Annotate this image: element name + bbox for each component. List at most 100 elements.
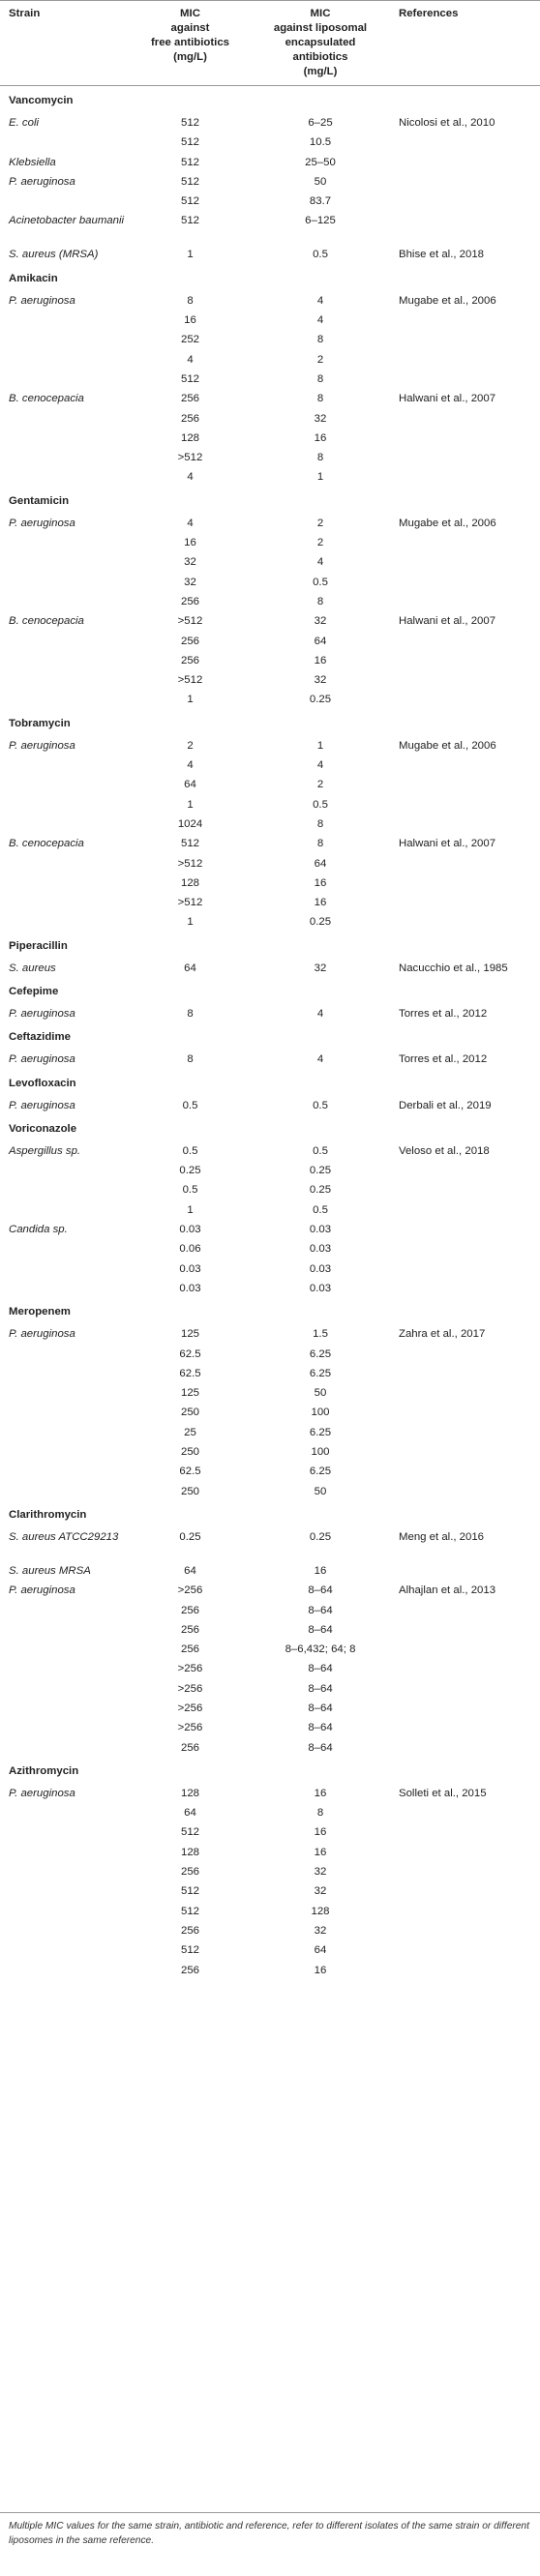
- mic-liposomal-cell: 6.25: [309, 1367, 332, 1379]
- table-row: 0.25 0.25: [0, 1160, 540, 1179]
- table-row: E. coli 512 6–25 Nicolosi et al., 2010: [0, 112, 540, 132]
- mic-liposomal-cell: 2: [316, 779, 324, 791]
- table-row: 256 8–6,432; 64; 8: [0, 1639, 540, 1658]
- table-row: P. aeruginosa 2 1 Mugabe et al., 2006: [0, 735, 540, 755]
- table-row: >512 32: [0, 669, 540, 689]
- mic-liposomal-cell: 16: [314, 654, 327, 666]
- mic-free-cell: 512: [180, 1944, 199, 1957]
- mic-free-cell: 1: [187, 694, 194, 706]
- mic-liposomal-cell: 1.5: [313, 1328, 328, 1341]
- mic-liposomal-cell: 50: [314, 1485, 327, 1497]
- table-row: S. aureus (MRSA) 1 0.5 Bhise et al., 2018: [0, 244, 540, 263]
- strain-cell: P. aeruginosa: [9, 517, 75, 529]
- strain-cell: P. aeruginosa: [9, 1787, 75, 1799]
- table-row: 1 0.25: [0, 911, 540, 931]
- antibiotic-name: Gentamicin: [9, 494, 70, 507]
- mic-liposomal-cell: 8–64: [308, 1604, 333, 1616]
- header-mic-lipo-line2: against liposomal: [273, 22, 368, 34]
- mic-free-cell: 256: [180, 1866, 199, 1879]
- table-row: 512 8: [0, 369, 540, 388]
- strain-cell: S. aureus MRSA: [9, 1564, 91, 1577]
- mic-liposomal-cell: 2: [316, 353, 324, 366]
- mic-free-cell: 256: [180, 1623, 199, 1636]
- reference-cell: Mugabe et al., 2006: [399, 294, 496, 307]
- table-row: 0.03 0.03: [0, 1278, 540, 1297]
- header-mic-free-line1: MIC: [180, 8, 200, 19]
- table-row: 252 8: [0, 329, 540, 348]
- mic-free-cell: 8: [187, 294, 194, 307]
- mic-liposomal-cell: 0.25: [309, 916, 332, 929]
- mic-liposomal-cell: 2: [316, 537, 324, 549]
- table-row: >256 8–64: [0, 1678, 540, 1698]
- mic-free-cell: 512: [180, 1826, 199, 1839]
- header-mic-free-line3: free antibiotics: [150, 37, 230, 48]
- table-row: 64 2: [0, 774, 540, 793]
- table-row: 32 0.5: [0, 572, 540, 591]
- table-row: 62.5 6.25: [0, 1344, 540, 1363]
- mic-free-cell: 512: [180, 1905, 199, 1917]
- antibiotic-name: Levofloxacin: [9, 1077, 76, 1089]
- mic-free-cell: 125: [180, 1387, 199, 1400]
- mic-free-cell: 250: [180, 1446, 199, 1459]
- reference-cell: Mugabe et al., 2006: [399, 517, 496, 529]
- mic-free-cell: >256: [177, 1682, 203, 1695]
- mic-free-cell: 512: [180, 1885, 199, 1898]
- table-row: >256 8–64: [0, 1698, 540, 1717]
- table-row: 250 100: [0, 1402, 540, 1421]
- mic-free-cell: >512: [177, 897, 203, 909]
- mic-liposomal-cell: 10.5: [309, 136, 332, 149]
- mic-free-cell: >512: [177, 674, 203, 687]
- mic-liposomal-cell: 8–64: [308, 1741, 333, 1754]
- mic-free-cell: 64: [184, 1564, 196, 1577]
- mic-liposomal-cell: 64: [314, 635, 327, 647]
- antibiotic-name: Tobramycin: [9, 717, 71, 729]
- mic-free-cell: 62.5: [179, 1347, 201, 1360]
- table-row: S. aureus MRSA 64 16: [0, 1560, 540, 1580]
- table-row: 16 4: [0, 310, 540, 329]
- table-row: B. cenocepacia 256 8 Halwani et al., 2007: [0, 388, 540, 407]
- mic-free-cell: 256: [180, 1964, 199, 1976]
- table-row: 256 8–64: [0, 1737, 540, 1757]
- mic-free-cell: 8: [187, 1053, 194, 1066]
- mic-free-cell: 250: [180, 1406, 199, 1419]
- mic-liposomal-cell: 8–64: [308, 1722, 333, 1734]
- mic-free-cell: 62.5: [179, 1367, 201, 1379]
- mic-free-cell: 128: [180, 1787, 199, 1799]
- strain-cell: Acinetobacter baumanii: [9, 215, 125, 227]
- table-row: 64 8: [0, 1802, 540, 1821]
- reference-cell: Bhise et al., 2018: [399, 249, 485, 261]
- mic-free-cell: >256: [177, 1663, 203, 1675]
- reference-cell: Halwani et al., 2007: [399, 838, 496, 850]
- table-row: B. cenocepacia 512 8 Halwani et al., 2007: [0, 833, 540, 852]
- mic-free-cell: 4: [187, 759, 194, 772]
- mic-free-cell: 64: [184, 1807, 196, 1820]
- mic-liposomal-cell: 16: [314, 897, 327, 909]
- mic-liposomal-cell: 0.5: [313, 1203, 328, 1216]
- header-mic-lipo-line1: MIC: [310, 8, 331, 19]
- table-row: 128 16: [0, 1842, 540, 1861]
- table-bottom-rule: [0, 2512, 540, 2513]
- mic-liposomal-cell: 0.25: [309, 1184, 332, 1197]
- mic-free-cell: 64: [184, 779, 196, 791]
- mic-liposomal-cell: 16: [314, 1826, 327, 1839]
- mic-liposomal-cell: 8: [316, 334, 324, 346]
- table-row: S. aureus ATCC29213 0.25 0.25 Meng et al., …: [0, 1526, 540, 1560]
- antibiotic-group-row: Vancomycin: [0, 86, 540, 112]
- mic-liposomal-cell: 8: [316, 393, 324, 405]
- strain-cell: Klebsiella: [9, 156, 56, 168]
- table-row: S. aureus 64 32 Nacucchio et al., 1985: [0, 958, 540, 977]
- table-row: 512 128: [0, 1901, 540, 1920]
- reference-cell: Meng et al., 2016: [399, 1530, 485, 1543]
- mic-free-cell: 256: [180, 1741, 199, 1754]
- strain-cell: S. aureus ATCC29213: [9, 1530, 119, 1543]
- mic-liposomal-cell: 0.5: [313, 1144, 328, 1157]
- table-row: 1 0.25: [0, 689, 540, 708]
- mic-liposomal-cell: 32: [314, 962, 327, 974]
- mic-free-cell: >512: [177, 857, 203, 870]
- antibiotic-group-row: Voriconazole: [0, 1114, 540, 1140]
- strain-cell: P. aeruginosa: [9, 1053, 75, 1066]
- mic-liposomal-cell: 100: [311, 1446, 330, 1459]
- antibiotic-group-row: Cefepime: [0, 977, 540, 1003]
